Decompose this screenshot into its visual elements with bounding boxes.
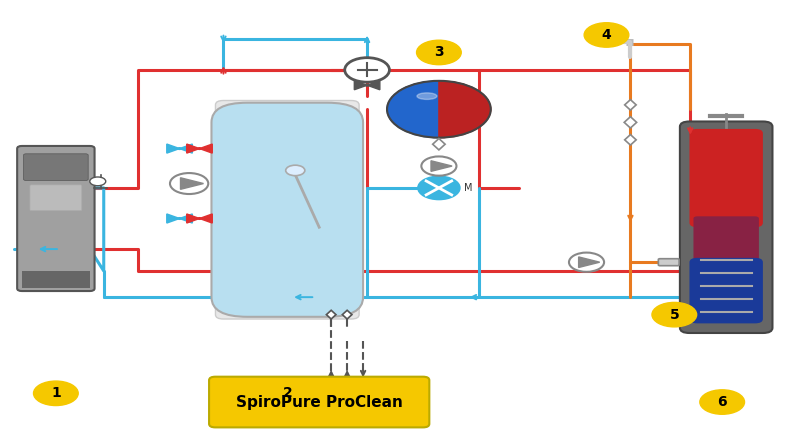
Circle shape [89,177,105,186]
FancyBboxPatch shape [689,258,763,323]
Circle shape [418,177,460,199]
Polygon shape [200,144,212,153]
FancyBboxPatch shape [215,101,359,319]
FancyBboxPatch shape [24,154,89,180]
Polygon shape [625,100,636,110]
Circle shape [178,218,181,219]
Polygon shape [167,214,180,223]
Circle shape [365,84,369,86]
Circle shape [417,40,461,65]
Wedge shape [387,81,439,138]
Wedge shape [439,81,491,138]
FancyBboxPatch shape [30,185,81,211]
Polygon shape [180,214,192,223]
Polygon shape [625,135,636,145]
Circle shape [569,253,604,272]
Polygon shape [180,178,203,189]
Polygon shape [187,214,200,223]
Circle shape [265,381,310,406]
Polygon shape [579,257,600,267]
Text: 5: 5 [670,308,679,322]
Polygon shape [433,139,445,150]
Circle shape [584,23,629,47]
FancyBboxPatch shape [658,259,679,266]
Circle shape [700,390,745,414]
Polygon shape [167,144,180,153]
Text: 4: 4 [602,28,611,42]
Circle shape [286,165,305,176]
Circle shape [34,381,78,406]
Ellipse shape [417,93,437,99]
Circle shape [652,302,697,327]
Circle shape [198,218,201,219]
Text: 3: 3 [434,45,444,59]
Polygon shape [354,81,367,90]
Text: 6: 6 [717,395,727,409]
Polygon shape [367,81,380,90]
FancyBboxPatch shape [18,146,94,291]
FancyBboxPatch shape [211,103,363,317]
Text: SpiroPure ProClean: SpiroPure ProClean [235,395,403,409]
Circle shape [178,148,181,149]
Circle shape [345,58,389,82]
FancyBboxPatch shape [693,216,759,264]
Polygon shape [180,144,192,153]
Polygon shape [200,214,212,223]
Text: M: M [464,183,473,193]
FancyBboxPatch shape [689,129,763,227]
Text: 2: 2 [282,386,292,400]
Polygon shape [431,161,452,171]
Text: 1: 1 [51,386,61,400]
FancyBboxPatch shape [22,271,90,288]
Circle shape [198,148,201,149]
Polygon shape [342,310,352,319]
Polygon shape [187,144,200,153]
FancyBboxPatch shape [680,121,772,333]
Circle shape [170,173,208,194]
Polygon shape [326,310,336,319]
Circle shape [421,156,456,176]
Polygon shape [624,117,637,128]
FancyBboxPatch shape [209,377,429,427]
